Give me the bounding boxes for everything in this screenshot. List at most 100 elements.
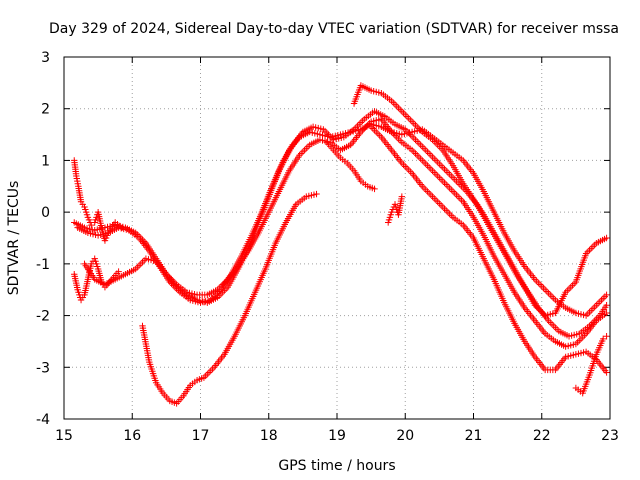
data-point	[301, 146, 308, 154]
data-point	[456, 195, 464, 202]
data-point	[449, 174, 457, 181]
data-point	[405, 129, 412, 137]
data-point	[402, 111, 409, 118]
data-point	[436, 160, 443, 168]
data-point	[376, 132, 383, 139]
data-point	[420, 158, 428, 166]
data-point	[588, 245, 595, 252]
data-point	[436, 143, 443, 150]
data-point	[586, 246, 593, 254]
data-point	[393, 102, 400, 110]
data-point	[453, 177, 460, 185]
y-tick-label: -1	[36, 257, 50, 273]
data-point	[431, 155, 438, 162]
data-point	[454, 193, 462, 200]
data-point	[415, 153, 423, 161]
data-point	[437, 162, 445, 169]
data-point	[589, 305, 597, 312]
data-point	[209, 365, 216, 373]
data-point	[391, 101, 399, 108]
y-axis-label: SDTVAR / TECUs	[6, 181, 22, 296]
data-point	[432, 196, 440, 204]
x-axis-ticks: 15 16 17 18 19 20 21 22 23	[55, 57, 619, 444]
data-point	[417, 127, 424, 134]
data-point	[448, 212, 455, 219]
data-point	[446, 210, 453, 218]
data-point	[408, 118, 416, 125]
data-point	[535, 279, 542, 287]
data-point	[443, 181, 450, 188]
data-point	[441, 165, 448, 173]
series-arc-7	[323, 139, 378, 193]
data-point	[548, 320, 556, 328]
data-point	[427, 191, 435, 199]
data-point	[139, 258, 146, 266]
data-point	[412, 136, 419, 143]
data-point	[598, 296, 605, 304]
data-point	[603, 234, 610, 242]
data-point	[431, 169, 438, 176]
data-point	[454, 179, 462, 187]
data-point	[429, 167, 436, 174]
data-point	[432, 171, 440, 178]
data-point	[444, 169, 452, 176]
data-point	[425, 150, 433, 157]
data-point	[405, 166, 412, 174]
data-point	[588, 307, 595, 314]
data-point	[446, 171, 453, 178]
data-point	[400, 161, 407, 168]
data-point	[448, 186, 455, 193]
data-point	[398, 193, 406, 200]
data-point	[565, 285, 573, 293]
data-point	[599, 295, 607, 302]
data-point	[204, 370, 211, 378]
data-point	[415, 139, 423, 147]
data-point	[373, 128, 380, 136]
data-point	[437, 176, 445, 183]
data-point	[429, 153, 436, 161]
data-point	[584, 310, 592, 318]
data-point	[441, 205, 448, 212]
data-point	[446, 184, 453, 192]
data-point	[410, 148, 417, 156]
data-point	[596, 298, 603, 305]
data-point	[550, 322, 557, 330]
data-point	[533, 277, 540, 285]
x-tick-label: 20	[396, 428, 414, 444]
data-point	[451, 176, 458, 183]
data-point	[374, 130, 382, 137]
data-point	[536, 281, 544, 288]
data-point	[395, 104, 402, 112]
x-tick-label: 16	[123, 428, 141, 444]
data-point	[425, 164, 433, 171]
data-point	[432, 157, 440, 164]
x-axis-label: GPS time / hours	[278, 458, 395, 474]
data-point	[439, 203, 446, 211]
data-point	[137, 260, 144, 268]
data-point	[577, 335, 585, 343]
x-tick-label: 21	[465, 428, 483, 444]
data-point	[553, 326, 561, 333]
data-point	[434, 158, 441, 166]
data-point	[390, 99, 397, 106]
data-point	[541, 286, 549, 293]
data-point	[371, 127, 378, 134]
x-tick-label: 22	[533, 428, 551, 444]
data-point	[420, 184, 428, 192]
data-point	[410, 120, 417, 127]
data-point	[422, 186, 429, 193]
data-point	[405, 114, 412, 122]
data-point	[601, 293, 609, 300]
data-point	[603, 291, 610, 299]
data-point	[603, 333, 610, 340]
data-point	[443, 167, 450, 174]
data-point	[400, 109, 407, 117]
data-point	[434, 141, 441, 149]
series-arc-6	[367, 123, 610, 376]
data-point	[431, 195, 438, 202]
data-point	[599, 335, 607, 343]
data-point	[417, 155, 424, 162]
data-point	[427, 152, 435, 159]
data-point	[413, 152, 421, 159]
